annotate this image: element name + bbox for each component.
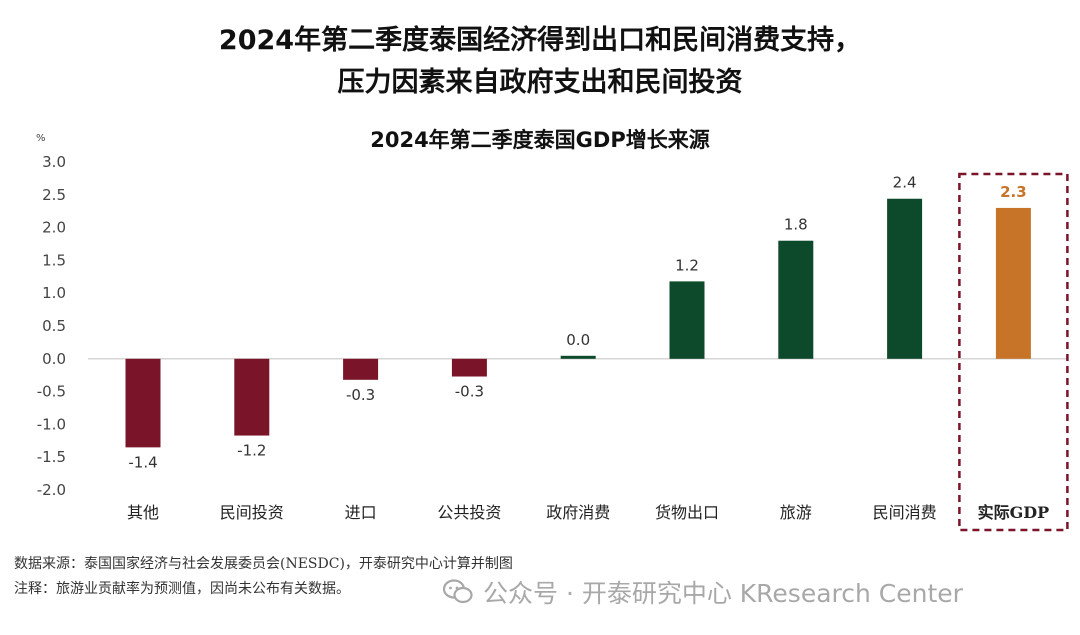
data-label: 2.3	[1000, 183, 1027, 201]
y-tick-label: -1.0	[37, 415, 66, 433]
bar-chart: % 3.0 2.5 2.0 1.5 1.0 0.5 0.0 -0.5 -1.0 -1.5 -2.0 -1…	[36, 133, 1069, 532]
category-label: 实际GDP	[978, 503, 1050, 522]
y-tick-label: -0.5	[37, 383, 66, 401]
headline-line-2: 压力因素来自政府支出和民间投资	[337, 67, 743, 98]
bar	[669, 281, 705, 359]
bar	[995, 207, 1031, 359]
data-label: 1.8	[784, 216, 808, 234]
y-tick-label: 0.0	[42, 350, 66, 368]
headline-line-1: 2024年第二季度泰国经济得到出口和民间消费支持，	[218, 25, 862, 56]
y-axis-unit: %	[36, 133, 46, 144]
data-label: -0.3	[455, 383, 484, 401]
category-label: 货物出口	[655, 503, 719, 522]
footnote: 注释：旅游业贡献率为预测值，因尚未公布有关数据。	[14, 581, 350, 597]
y-tick-label: 1.5	[42, 251, 66, 269]
highlight-box	[958, 172, 1069, 532]
y-tick-label: -2.0	[37, 481, 66, 499]
category-label: 公共投资	[437, 503, 501, 522]
category-label: 政府消费	[546, 503, 610, 522]
watermark-text: 公众号 · 开泰研究中心 KResearch Center	[483, 579, 963, 608]
y-tick-label: 2.0	[42, 219, 66, 237]
y-tick-label: -1.5	[37, 448, 66, 466]
bar	[778, 240, 814, 359]
y-tick-label: 2.5	[42, 186, 66, 204]
wechat-icon	[443, 579, 473, 604]
chart-title: 2024年第二季度泰国GDP增长来源	[370, 128, 710, 152]
y-tick-label: 1.0	[42, 284, 66, 302]
bar	[560, 355, 596, 359]
bar	[234, 358, 270, 436]
category-label: 其他	[127, 503, 159, 522]
data-label: -0.3	[346, 386, 375, 404]
source-note: 数据来源：泰国国家经济与社会发展委员会(NESDC)，开泰研究中心计算并制图	[14, 556, 513, 572]
bar	[125, 358, 161, 448]
bar	[887, 198, 923, 359]
watermark: 公众号 · 开泰研究中心 KResearch Center	[443, 575, 963, 609]
data-label: -1.4	[128, 453, 157, 471]
y-tick-label: 0.5	[42, 317, 66, 335]
category-label: 民间投资	[220, 503, 284, 522]
data-label: 2.4	[893, 174, 917, 192]
data-label: 0.0	[566, 331, 590, 349]
bar	[343, 358, 379, 380]
category-label: 进口	[345, 503, 377, 522]
data-label: 1.2	[675, 256, 699, 274]
data-label: -1.2	[237, 442, 266, 460]
category-label: 民间消费	[873, 503, 937, 522]
y-tick-label: 3.0	[42, 153, 66, 171]
bar	[451, 358, 487, 377]
category-label: 旅游	[780, 503, 812, 522]
